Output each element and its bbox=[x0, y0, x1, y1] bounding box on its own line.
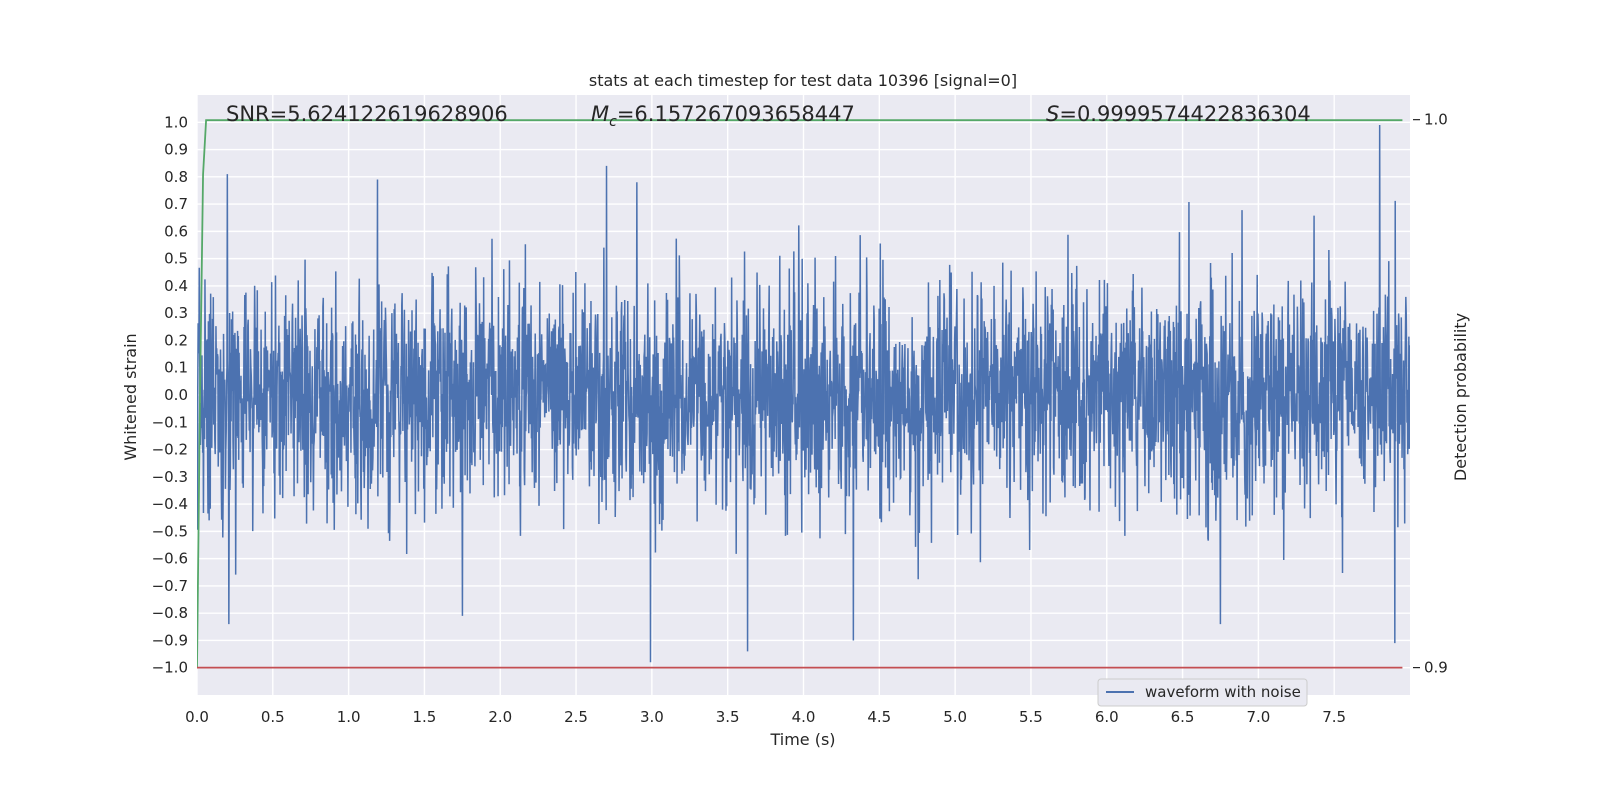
detection-probability-line bbox=[197, 119, 1403, 668]
y-tick-label: 0.2 bbox=[164, 331, 188, 349]
series-layer bbox=[197, 119, 1410, 669]
y-ticks: 1.0 0.9 0.8 0.7 0.6 0.5 0.4 0.3 0.2 0.1 0.0 −0.1 −0.… bbox=[152, 113, 188, 676]
s-value: =0.9999574422836304 bbox=[1059, 102, 1310, 126]
y-tick-label: −0.8 bbox=[152, 604, 188, 622]
y2-tick-label: 0.9 bbox=[1424, 659, 1448, 677]
y-tick-label: 0.3 bbox=[164, 304, 188, 322]
x-tick-label: 6.0 bbox=[1095, 708, 1119, 726]
detection-stat-annotation: S=0.9999574422836304 bbox=[1046, 102, 1311, 126]
x-tick-label: 7.5 bbox=[1322, 708, 1346, 726]
y-tick-label: 1.0 bbox=[164, 113, 188, 131]
x-tick-label: 4.0 bbox=[792, 708, 816, 726]
s-symbol: S bbox=[1046, 102, 1059, 126]
chirp-mass-annotation: Mc=6.157267093658447 bbox=[591, 102, 855, 130]
legend-label-waveform: waveform with noise bbox=[1145, 683, 1301, 701]
x-tick-label: 2.5 bbox=[564, 708, 588, 726]
x-tick-label: 7.0 bbox=[1246, 708, 1270, 726]
y-tick-label: 0.6 bbox=[164, 222, 188, 240]
x-tick-label: 1.5 bbox=[413, 708, 437, 726]
y-tick-label: −0.1 bbox=[152, 413, 188, 431]
x-axis-label: Time (s) bbox=[769, 730, 835, 749]
y-tick-label: −0.3 bbox=[152, 468, 188, 486]
y-tick-label: 0.9 bbox=[164, 141, 188, 159]
snr-annotation: SNR=5.624122619628906 bbox=[226, 102, 508, 126]
y-tick-label: −0.6 bbox=[152, 550, 188, 568]
x-tick-label: 3.0 bbox=[640, 708, 664, 726]
x-tick-label: 2.0 bbox=[488, 708, 512, 726]
y-tick-label: 0.4 bbox=[164, 277, 188, 295]
y-tick-label: −1.0 bbox=[152, 659, 188, 677]
legend-box bbox=[1097, 678, 1308, 707]
x-tick-label: 3.5 bbox=[716, 708, 740, 726]
y-tick-label: 0.1 bbox=[164, 359, 188, 377]
y-tick-label: 0.7 bbox=[164, 195, 188, 213]
x-tick-label: 4.5 bbox=[867, 708, 891, 726]
x-tick-label: 5.0 bbox=[943, 708, 967, 726]
x-tick-label: 0.0 bbox=[185, 708, 209, 726]
legend: waveform with noise bbox=[1097, 678, 1308, 707]
y-tick-label: 0.5 bbox=[164, 250, 188, 268]
chart-title: stats at each timestep for test data 103… bbox=[589, 71, 1017, 90]
x-tick-label: 6.5 bbox=[1171, 708, 1195, 726]
x-tick-label: 0.5 bbox=[261, 708, 285, 726]
y-tick-label: −0.2 bbox=[152, 441, 188, 459]
y-tick-label: −0.9 bbox=[152, 631, 188, 649]
waveform-with-noise-line bbox=[197, 124, 1410, 663]
y-axis-label: Whitened strain bbox=[121, 333, 140, 460]
mc-subscript: c bbox=[609, 114, 617, 130]
y-tick-label: −0.4 bbox=[152, 495, 188, 513]
x-tick-label: 5.5 bbox=[1019, 708, 1043, 726]
y2-ticks: 1.0 0.9 bbox=[1413, 111, 1448, 677]
y-tick-label: 0.8 bbox=[164, 168, 188, 186]
y-tick-label: −0.7 bbox=[152, 577, 188, 595]
mc-symbol: M bbox=[591, 102, 609, 126]
y-tick-label: 0.0 bbox=[164, 386, 188, 404]
x-ticks: 0.0 0.5 1.0 1.5 2.0 2.5 3.0 3.5 4.0 4.5 5.0 5.5 6.0 6… bbox=[185, 708, 1346, 726]
y-tick-label: −0.5 bbox=[152, 522, 188, 540]
x-tick-label: 1.0 bbox=[337, 708, 361, 726]
y2-tick-label: 1.0 bbox=[1424, 111, 1448, 129]
y2-axis-label: Detection probability bbox=[1451, 313, 1470, 481]
mc-value: =6.157267093658447 bbox=[617, 102, 855, 126]
